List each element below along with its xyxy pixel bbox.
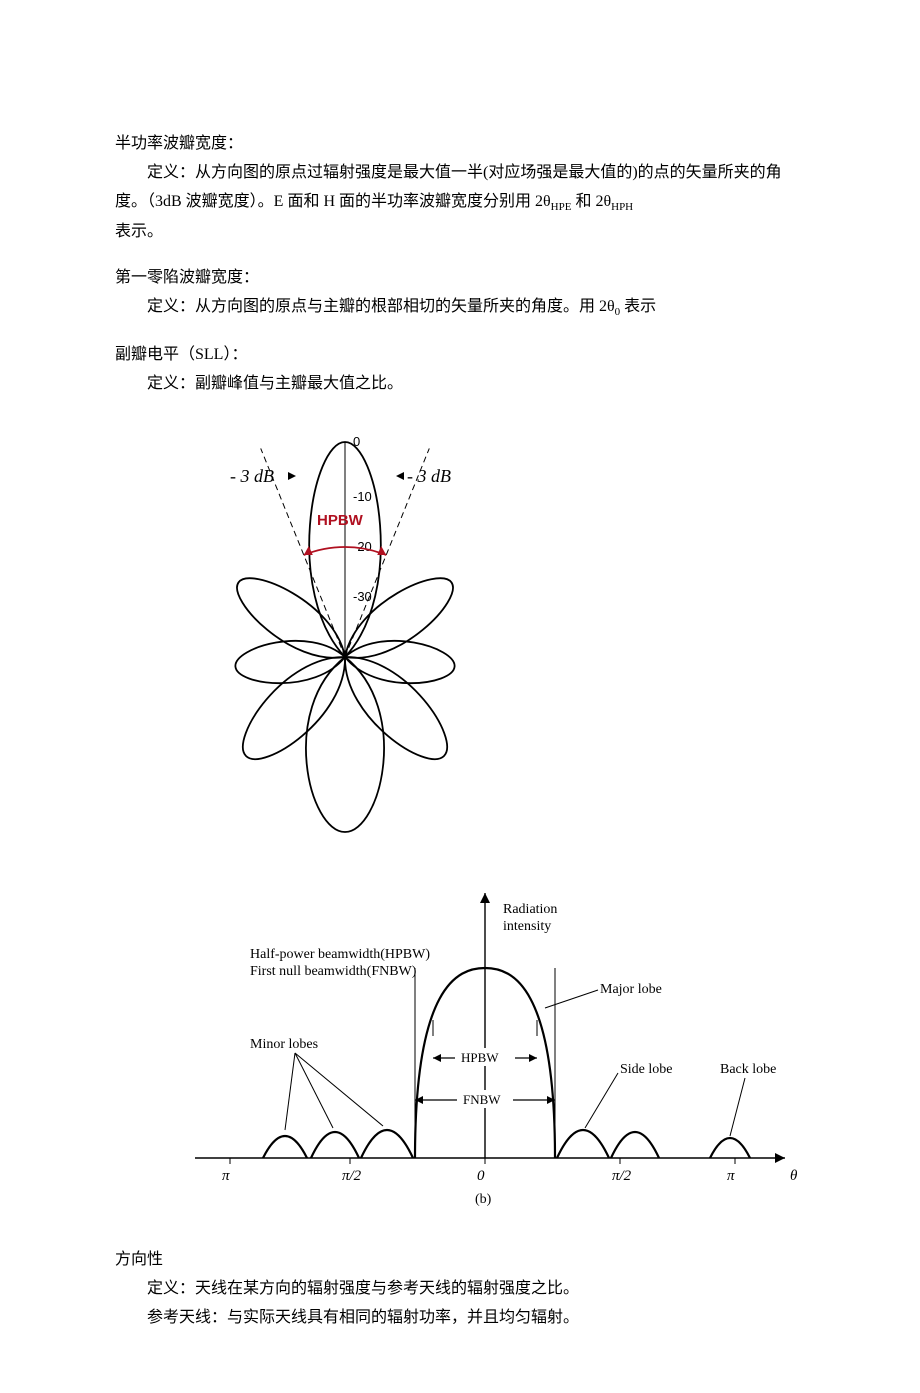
polar-svg: 0-10-20-30- 3 dB- 3 dBHPBW [175,407,515,847]
linear-svg: Radiation intensity Half-power beamwidth(H… [155,878,815,1218]
fnbw-title: 第一零陷波瓣宽度： [115,264,805,293]
sll-title: 副瓣电平（SLL）： [115,341,805,370]
hpbw-def-text: 定义：从方向图的原点过辐射强度是最大值一半(对应场强是最大值的)的点的矢量所夹的… [115,164,782,210]
svg-text:FNBW: FNBW [463,1092,501,1107]
directivity-def1: 定义：天线在某方向的辐射强度与参考天线的辐射强度之比。 [115,1275,805,1304]
svg-text:-20: -20 [353,539,372,554]
svg-text:-10: -10 [353,489,372,504]
svg-text:Back lobe: Back lobe [720,1062,776,1077]
hpbw-tail: 表示。 [115,223,163,240]
sll-definition: 定义：副瓣峰值与主瓣最大值之比。 [115,370,805,399]
svg-text:- 3 dB: - 3 dB [230,466,274,486]
hpbw-sub1: HPE [551,201,572,213]
svg-text:(b): (b) [475,1192,492,1207]
svg-text:0: 0 [353,434,360,449]
fnbw-definition: 定义：从方向图的原点与主瓣的根部相切的矢量所夹的角度。用 2θ0 表示 [115,293,805,323]
hpbw-definition: 定义：从方向图的原点过辐射强度是最大值一半(对应场强是最大值的)的点的矢量所夹的… [115,159,805,247]
svg-text:Half-power beamwidth(HPBW): Half-power beamwidth(HPBW) [250,947,430,962]
svg-text:Radiation: Radiation [503,902,557,917]
svg-text:HPBW: HPBW [317,512,364,529]
svg-text:intensity: intensity [503,919,551,934]
hpbw-mid: 和 2θ [571,193,611,210]
svg-text:Major lobe: Major lobe [600,982,662,997]
fnbw-tail: 表示 [620,298,656,315]
hpbw-sub2: HPH [611,201,633,213]
hpbw-title: 半功率波瓣宽度： [115,130,805,159]
directivity-def2: 参考天线：与实际天线具有相同的辐射功率，并且均匀辐射。 [115,1304,805,1333]
svg-text:π: π [727,1168,735,1184]
svg-text:π/2: π/2 [342,1168,362,1184]
svg-text:First null beamwidth(FNBW): First null beamwidth(FNBW) [250,964,417,979]
svg-text:- 3 dB: - 3 dB [407,466,451,486]
directivity-title: 方向性 [115,1246,805,1275]
svg-text:HPBW: HPBW [461,1050,499,1065]
fnbw-def-text: 定义：从方向图的原点与主瓣的根部相切的矢量所夹的角度。用 2θ [147,298,615,315]
svg-text:π/2: π/2 [612,1168,632,1184]
svg-text:θ: θ [790,1168,798,1184]
polar-pattern-figure: 0-10-20-30- 3 dB- 3 dBHPBW [115,407,805,858]
svg-text:Side lobe: Side lobe [620,1062,673,1077]
linear-pattern-figure: Radiation intensity Half-power beamwidth(H… [115,868,805,1229]
svg-text:0: 0 [477,1168,485,1184]
svg-text:Minor lobes: Minor lobes [250,1037,318,1052]
svg-text:π: π [222,1168,230,1184]
